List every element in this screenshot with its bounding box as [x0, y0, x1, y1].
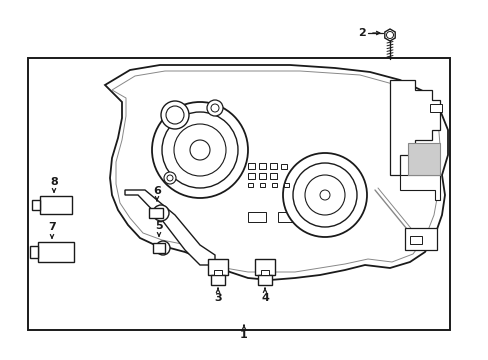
Bar [38, 242, 74, 262]
Bar [409, 236, 421, 244]
Circle shape [305, 175, 345, 215]
Text: 7: 7 [48, 222, 56, 232]
Polygon shape [105, 65, 447, 280]
Bar [247, 183, 252, 187]
Bar [259, 173, 265, 179]
Circle shape [161, 101, 189, 129]
Bar [247, 173, 254, 179]
Polygon shape [389, 80, 439, 175]
Bar [149, 208, 163, 218]
Bar [271, 183, 276, 187]
Circle shape [174, 124, 225, 176]
Circle shape [283, 153, 366, 237]
Bar [281, 164, 286, 169]
Bar [153, 243, 164, 253]
Polygon shape [399, 175, 439, 200]
Bar [429, 104, 441, 112]
Polygon shape [384, 29, 394, 41]
Text: 4: 4 [261, 293, 268, 303]
Bar [207, 259, 227, 275]
Bar [259, 163, 265, 169]
Circle shape [156, 241, 170, 255]
Bar [269, 163, 276, 169]
Circle shape [153, 205, 169, 221]
Bar [32, 200, 40, 210]
Circle shape [152, 102, 247, 198]
Bar [40, 196, 72, 214]
Circle shape [162, 112, 238, 188]
Circle shape [386, 31, 393, 39]
Text: 8: 8 [50, 177, 58, 187]
Circle shape [165, 106, 183, 124]
Circle shape [167, 175, 173, 181]
Bar [247, 212, 265, 222]
Bar [254, 259, 274, 275]
Text: 3: 3 [214, 293, 222, 303]
Bar [247, 163, 254, 169]
Bar [278, 212, 295, 222]
Bar [210, 275, 224, 285]
Text: 2: 2 [358, 28, 365, 38]
Circle shape [210, 104, 219, 112]
Bar [404, 228, 436, 250]
Polygon shape [125, 190, 215, 265]
Circle shape [206, 100, 223, 116]
Bar [260, 183, 264, 187]
Bar [269, 173, 276, 179]
Text: 1: 1 [240, 330, 247, 340]
Circle shape [163, 172, 176, 184]
Bar [214, 270, 222, 275]
Bar [407, 143, 439, 175]
Bar [261, 270, 268, 275]
Text: 5: 5 [155, 221, 163, 231]
Circle shape [319, 190, 329, 200]
Bar [30, 246, 38, 258]
Circle shape [190, 140, 209, 160]
Circle shape [292, 163, 356, 227]
Bar [258, 275, 271, 285]
Bar [284, 183, 288, 187]
Bar [28, 58, 449, 330]
Text: 6: 6 [153, 186, 161, 196]
